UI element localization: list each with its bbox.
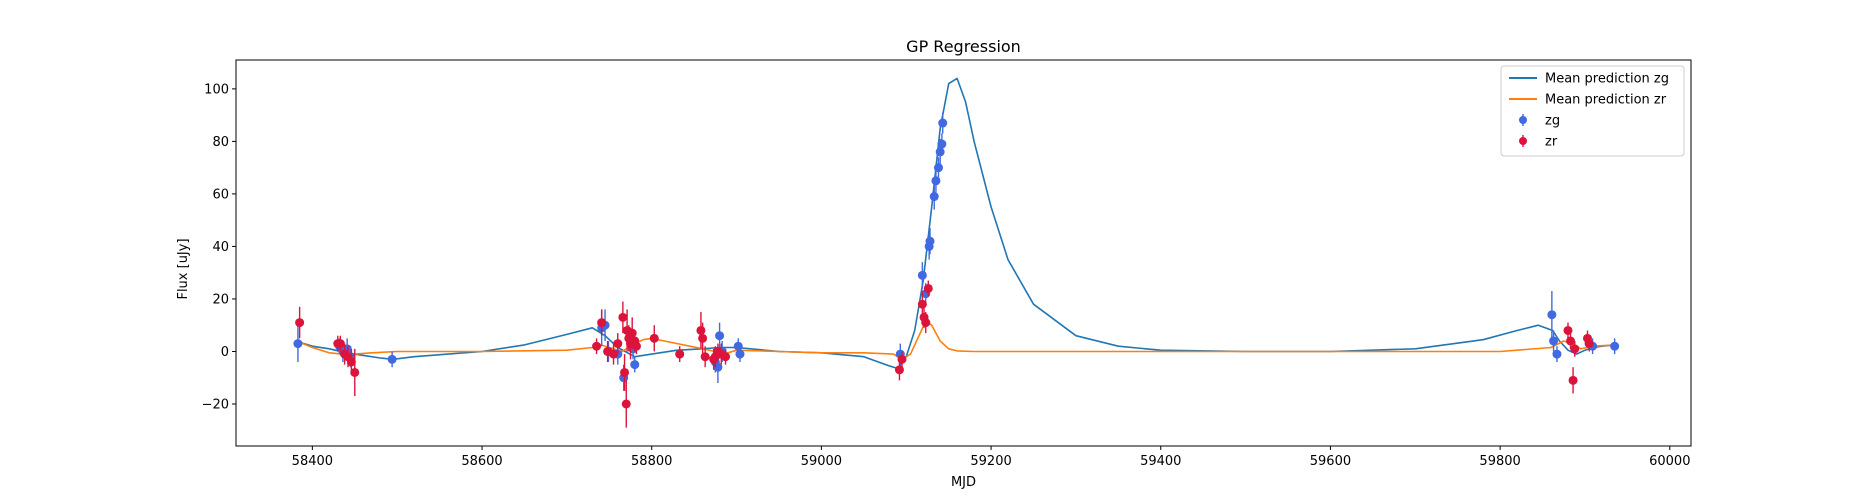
legend-box [1500, 65, 1685, 157]
y-axis-title: Flux [uJy] [176, 238, 191, 299]
y-tick-label: 20 [212, 292, 229, 307]
data-point [1552, 349, 1562, 359]
data-point [609, 349, 619, 359]
data-point [295, 318, 305, 328]
data-point [1547, 310, 1557, 320]
data-point [592, 341, 602, 351]
data-point [894, 365, 904, 375]
data-point [350, 367, 360, 377]
y-tick-label: 80 [212, 135, 229, 150]
legend-label: Mean prediction zr [1545, 93, 1667, 108]
data-point [735, 349, 745, 359]
x-tick-label: 59200 [970, 454, 1011, 469]
y-tick-label: 60 [212, 187, 229, 202]
data-point [700, 352, 710, 362]
x-tick-label: 58400 [292, 454, 333, 469]
y-tick-label: 40 [212, 240, 229, 255]
x-tick-label: 58600 [461, 454, 502, 469]
legend-item: Mean prediction zg [1509, 72, 1669, 87]
axis-layer: 58400 58600 58800 59000 59200 59400 59600 59800… [202, 82, 1691, 469]
x-tick-label: 59600 [1310, 454, 1351, 469]
data-point [921, 318, 931, 328]
legend-item: zr [1519, 135, 1558, 150]
data-point [1570, 344, 1580, 354]
data-point [293, 339, 303, 349]
data-point [931, 176, 941, 186]
chart-title: GP Regression [906, 37, 1021, 56]
data-point [387, 354, 397, 364]
data-point [613, 339, 623, 349]
data-point [675, 349, 685, 359]
data-point [929, 192, 939, 202]
data-point [696, 325, 706, 335]
legend-item: Mean prediction zr [1509, 93, 1667, 108]
data-point [621, 399, 631, 409]
data-point [925, 236, 935, 246]
data-point [1566, 336, 1576, 346]
data-point [1584, 339, 1594, 349]
data-point [721, 352, 731, 362]
x-tick-label: 59000 [801, 454, 842, 469]
data-point [1549, 336, 1559, 346]
data-point [346, 357, 356, 367]
data-point [1563, 325, 1573, 335]
data-point [923, 283, 933, 293]
data-point [630, 360, 640, 370]
x-tick-label: 60000 [1649, 454, 1690, 469]
data-point [935, 147, 945, 157]
y-tick-label: −20 [202, 397, 229, 412]
data-point [937, 139, 947, 149]
legend-marker-swatch [1519, 116, 1527, 124]
legend-label: zr [1545, 135, 1558, 150]
data-point [733, 341, 743, 351]
legend-label: Mean prediction zg [1545, 72, 1669, 87]
data-point [335, 339, 345, 349]
data-point [698, 333, 708, 343]
y-tick-label: 100 [204, 82, 229, 97]
x-axis-title: MJD [951, 475, 976, 490]
data-point [597, 318, 607, 328]
plot-layer [293, 77, 1620, 428]
series-line-1 [299, 320, 1615, 361]
legend: Mean prediction zg Mean prediction zr zg zr [1500, 65, 1685, 157]
series-points-3 [295, 280, 1594, 428]
data-point [715, 331, 725, 341]
data-point [933, 163, 943, 173]
data-point [1568, 375, 1578, 385]
legend-marker-swatch [1519, 137, 1527, 145]
y-tick-label: 0 [221, 345, 229, 360]
data-point [649, 333, 659, 343]
legend-label: zg [1545, 114, 1560, 129]
x-tick-label: 58800 [631, 454, 672, 469]
data-point [917, 299, 927, 309]
plot-area [293, 77, 1620, 428]
x-tick-label: 59800 [1479, 454, 1520, 469]
data-point [620, 367, 630, 377]
x-tick-label: 59400 [1140, 454, 1181, 469]
data-point [897, 354, 907, 364]
data-point [1610, 341, 1620, 351]
data-point [618, 312, 628, 322]
legend-item: zg [1519, 114, 1560, 129]
data-point [917, 270, 927, 280]
data-point [631, 341, 641, 351]
plot-frame [235, 59, 1692, 447]
data-point [938, 118, 948, 128]
